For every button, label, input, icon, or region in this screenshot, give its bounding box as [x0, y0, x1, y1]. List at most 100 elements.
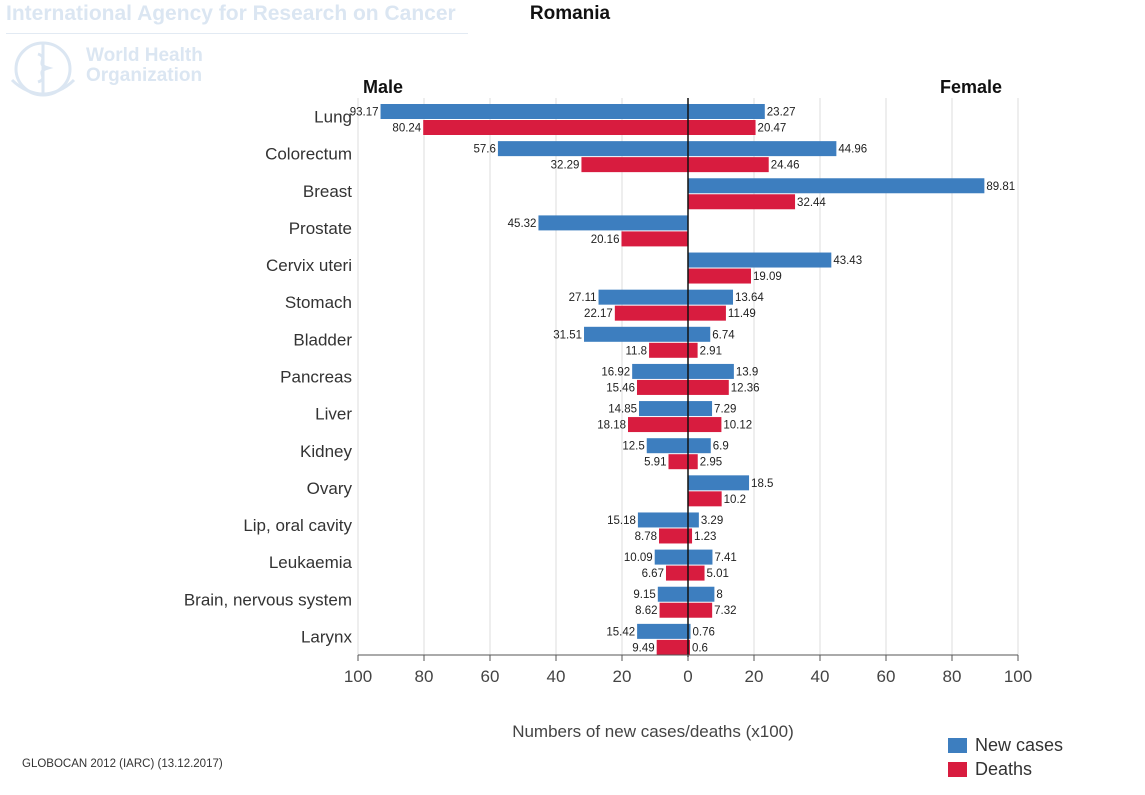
- value-label: 6.67: [642, 568, 664, 580]
- legend-label-new-cases: New cases: [975, 734, 1064, 755]
- bar-male-deaths: [668, 454, 688, 470]
- x-tick-label: 60: [481, 667, 500, 686]
- bar-female-new-cases: [688, 549, 713, 565]
- bar-male-deaths: [614, 305, 688, 321]
- value-label: 19.09: [753, 271, 782, 283]
- value-label: 12.5: [622, 441, 644, 453]
- bar-female-deaths: [688, 528, 693, 544]
- bar-male-new-cases: [632, 363, 688, 379]
- watermark-divider: [6, 33, 468, 34]
- bar-female-deaths: [688, 120, 756, 135]
- bar-male-deaths: [649, 342, 688, 358]
- bar-male-new-cases: [497, 141, 688, 157]
- x-tick-label: 60: [877, 667, 896, 686]
- value-label: 6.9: [713, 441, 729, 453]
- x-tick-label: 40: [811, 667, 830, 686]
- value-label: 15.18: [607, 515, 636, 527]
- value-label: 5.91: [644, 457, 666, 469]
- bar-male-new-cases: [637, 623, 688, 639]
- bar-female-new-cases: [688, 475, 750, 491]
- bar-male-new-cases: [380, 104, 688, 119]
- value-label: 32.44: [797, 197, 826, 209]
- bar-male-new-cases: [637, 512, 688, 528]
- category-label: Lung: [314, 108, 352, 127]
- bar-female-deaths: [688, 454, 698, 470]
- bar-male-new-cases: [638, 401, 688, 417]
- legend-swatch-deaths: [948, 761, 967, 777]
- x-tick-label: 80: [415, 667, 434, 686]
- bar-male-new-cases: [646, 438, 688, 454]
- bar-female-deaths: [688, 342, 698, 358]
- value-label: 11.8: [626, 345, 648, 357]
- value-label: 27.11: [569, 292, 597, 304]
- value-label: 9.15: [633, 589, 655, 601]
- value-label: 93.17: [350, 107, 379, 119]
- bar-female-deaths: [688, 379, 729, 395]
- value-label: 13.9: [736, 366, 758, 378]
- value-label: 7.32: [714, 605, 736, 617]
- legend-item-deaths: Deaths: [948, 757, 1063, 781]
- value-label: 2.91: [700, 345, 722, 357]
- value-label: 80.24: [392, 123, 421, 135]
- bar-female-new-cases: [688, 326, 711, 342]
- x-tick-label: 100: [344, 667, 372, 686]
- value-label: 9.49: [632, 642, 654, 654]
- category-label: Cervix uteri: [266, 256, 352, 275]
- x-tick-label: 20: [613, 667, 632, 686]
- category-label: Lip, oral cavity: [243, 516, 352, 535]
- chart-title: Romania: [529, 3, 611, 24]
- category-label: Larynx: [301, 627, 353, 646]
- bar-female-deaths: [688, 565, 705, 581]
- bar-male-deaths: [665, 565, 688, 581]
- value-label: 10.09: [624, 552, 653, 564]
- x-tick-label: 0: [683, 667, 692, 686]
- category-label: Colorectum: [265, 145, 352, 164]
- value-label: 20.16: [591, 234, 620, 246]
- value-label: 23.27: [767, 107, 796, 119]
- category-label: Prostate: [289, 219, 352, 238]
- bar-female-deaths: [688, 305, 726, 321]
- bar-female-deaths: [688, 602, 713, 618]
- value-label: 5.01: [707, 568, 729, 580]
- legend-label-deaths: Deaths: [975, 758, 1033, 779]
- value-label: 14.85: [608, 404, 637, 416]
- who-logo-icon: [10, 41, 76, 97]
- value-label: 22.17: [584, 308, 613, 320]
- value-label: 6.74: [712, 329, 735, 341]
- bar-female-deaths: [688, 491, 722, 507]
- value-label: 43.43: [833, 255, 862, 267]
- category-label: Leukaemia: [269, 553, 353, 572]
- value-label: 44.96: [838, 144, 867, 156]
- female-header: Female: [940, 77, 1003, 97]
- value-label: 1.23: [694, 531, 716, 543]
- bar-male-deaths: [628, 417, 688, 433]
- bar-female-new-cases: [688, 289, 734, 305]
- bar-female-new-cases: [688, 141, 837, 157]
- bar-female-new-cases: [688, 363, 734, 379]
- bar-male-deaths: [636, 379, 688, 395]
- bar-female-new-cases: [688, 252, 832, 268]
- bar-male-deaths: [659, 528, 688, 544]
- bar-female-deaths: [688, 417, 722, 433]
- value-label: 31.51: [553, 329, 582, 341]
- male-header: Male: [363, 77, 404, 97]
- who-watermark: World Health Organization: [86, 45, 203, 86]
- value-label: 32.29: [551, 160, 580, 172]
- value-label: 24.46: [771, 160, 800, 172]
- value-label: 57.6: [474, 144, 496, 156]
- bar-female-new-cases: [688, 401, 713, 417]
- bar-female-new-cases: [688, 438, 711, 454]
- value-label: 3.29: [701, 515, 723, 527]
- bar-female-new-cases: [688, 512, 699, 528]
- value-label: 18.5: [751, 478, 773, 490]
- x-tick-label: 100: [1004, 667, 1032, 686]
- value-label: 20.47: [758, 123, 787, 135]
- category-label: Stomach: [285, 293, 352, 312]
- category-label: Liver: [315, 405, 352, 424]
- bar-male-deaths: [659, 602, 688, 618]
- legend-item-new-cases: New cases: [948, 733, 1063, 757]
- value-label: 10.12: [723, 420, 752, 432]
- value-label: 7.41: [714, 552, 736, 564]
- bar-male-new-cases: [598, 289, 688, 305]
- category-label: Pancreas: [280, 368, 352, 387]
